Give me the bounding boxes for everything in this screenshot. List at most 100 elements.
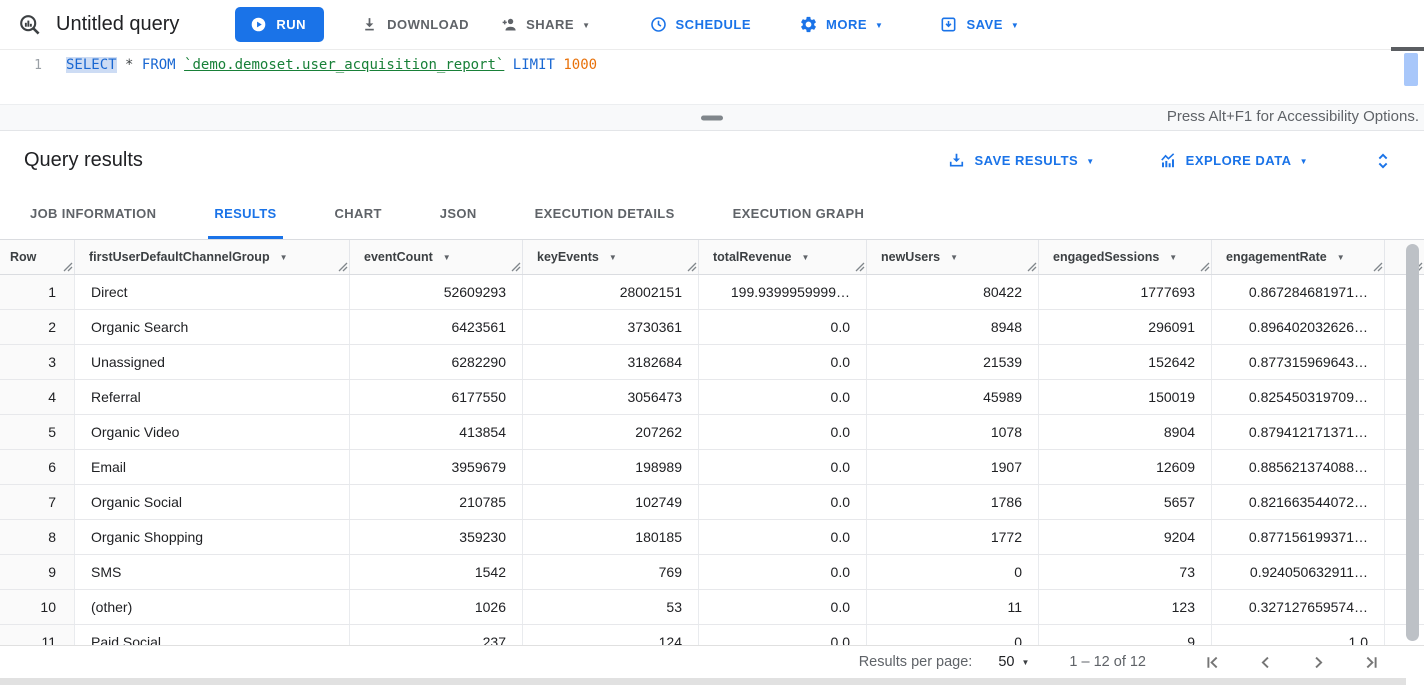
editor-scrollbar-thumb[interactable] bbox=[1404, 53, 1418, 86]
results-table: Row firstUserDefaultChannelGroup ▼ event… bbox=[0, 240, 1424, 645]
cell-firstUserDefaultChannelGroup: SMS bbox=[75, 555, 350, 589]
cell-engagementRate: 1.0 bbox=[1212, 625, 1385, 645]
horizontal-scrollbar bbox=[0, 678, 1424, 685]
chevron-left-icon bbox=[1261, 656, 1269, 668]
tab-execution-graph[interactable]: EXECUTION GRAPH bbox=[732, 205, 865, 221]
cell-engagedSessions: 73 bbox=[1039, 555, 1212, 589]
column-menu-caret-icon[interactable]: ▼ bbox=[1336, 252, 1345, 262]
column-header-eventCount[interactable]: eventCount ▼ bbox=[350, 240, 523, 274]
cell-eventCount: 1026 bbox=[350, 590, 523, 624]
share-label: SHARE bbox=[526, 17, 575, 32]
run-button[interactable]: RUN bbox=[235, 7, 325, 42]
more-button[interactable]: MORE ▼ bbox=[789, 7, 893, 42]
cell-firstUserDefaultChannelGroup: Organic Social bbox=[75, 485, 350, 519]
table-scrollbar-thumb[interactable] bbox=[1406, 244, 1419, 641]
column-header-engagementRate[interactable]: engagementRate ▼ bbox=[1212, 240, 1385, 274]
cell-firstUserDefaultChannelGroup: Unassigned bbox=[75, 345, 350, 379]
query-results-header: Query results SAVE RESULTS ▼ EXP bbox=[0, 131, 1424, 190]
cell-newUsers: 80422 bbox=[867, 275, 1039, 309]
schedule-button[interactable]: SCHEDULE bbox=[639, 7, 762, 42]
cell-totalRevenue: 0.0 bbox=[699, 415, 867, 449]
person-add-icon bbox=[502, 18, 516, 31]
cell-engagementRate: 0.877315969643… bbox=[1212, 345, 1385, 379]
column-header-keyEvents[interactable]: keyEvents ▼ bbox=[523, 240, 699, 274]
column-header-engagedSessions[interactable]: engagedSessions ▼ bbox=[1039, 240, 1212, 274]
column-resize-grip-icon[interactable] bbox=[1200, 262, 1210, 272]
column-header-firstUserDefaultChannelGroup[interactable]: firstUserDefaultChannelGroup ▼ bbox=[75, 240, 350, 274]
next-page-button[interactable] bbox=[1306, 650, 1331, 675]
cell-row-number: 8 bbox=[0, 520, 75, 554]
cell-engagedSessions: 8904 bbox=[1039, 415, 1212, 449]
sql-table-reference[interactable]: `demo.demoset.user_acquisition_report` bbox=[184, 57, 505, 73]
column-resize-grip-icon[interactable] bbox=[1027, 262, 1037, 272]
previous-page-button[interactable] bbox=[1253, 650, 1278, 675]
chevron-down-icon: ▼ bbox=[1010, 20, 1020, 30]
column-header-totalRevenue[interactable]: totalRevenue ▼ bbox=[699, 240, 867, 274]
cell-engagedSessions: 9204 bbox=[1039, 520, 1212, 554]
horizontal-scrollbar-thumb[interactable] bbox=[0, 678, 1406, 685]
column-header-newUsers[interactable]: newUsers ▼ bbox=[867, 240, 1039, 274]
column-resize-grip-icon[interactable] bbox=[63, 262, 73, 272]
column-label: firstUserDefaultChannelGroup bbox=[89, 250, 270, 264]
explore-data-button[interactable]: EXPLORE DATA ▼ bbox=[1149, 143, 1318, 178]
unfold-more-icon bbox=[1378, 152, 1388, 169]
column-resize-grip-icon[interactable] bbox=[687, 262, 697, 272]
results-title: Query results bbox=[24, 149, 143, 171]
tab-results[interactable]: RESULTS bbox=[208, 190, 283, 239]
save-label: SAVE bbox=[966, 17, 1003, 32]
cell-totalRevenue: 0.0 bbox=[699, 555, 867, 589]
column-header-Row[interactable]: Row bbox=[0, 240, 75, 274]
save-results-download-icon bbox=[950, 153, 964, 167]
save-results-button[interactable]: SAVE RESULTS ▼ bbox=[937, 143, 1104, 178]
page-size-value: 50 bbox=[998, 654, 1015, 670]
column-menu-caret-icon[interactable]: ▼ bbox=[950, 252, 958, 262]
cell-firstUserDefaultChannelGroup: Organic Video bbox=[75, 415, 350, 449]
cell-row-number: 1 bbox=[0, 275, 75, 309]
download-button[interactable]: DOWNLOAD bbox=[350, 7, 479, 42]
save-button[interactable]: SAVE ▼ bbox=[929, 7, 1029, 42]
column-resize-grip-icon[interactable] bbox=[511, 262, 521, 272]
column-resize-grip-icon[interactable] bbox=[338, 262, 348, 272]
column-label: Row bbox=[10, 250, 37, 264]
column-resize-grip-icon[interactable] bbox=[855, 262, 865, 272]
tab-json[interactable]: JSON bbox=[439, 205, 477, 221]
line-number: 1 bbox=[34, 58, 42, 73]
tab-job-information[interactable]: JOB INFORMATION bbox=[30, 205, 157, 221]
save-icon bbox=[941, 17, 956, 32]
column-resize-grip-icon[interactable] bbox=[1373, 262, 1383, 272]
sql-editor[interactable]: 1 SELECT * FROM `demo.demoset.user_acqui… bbox=[0, 47, 1424, 104]
table-body: 1 Direct 52609293 28002151 199.9399959999… 80… bbox=[0, 275, 1424, 645]
cell-totalRevenue: 0.0 bbox=[699, 625, 867, 645]
chevron-down-icon: ▼ bbox=[1021, 658, 1030, 667]
column-label: eventCount bbox=[364, 250, 433, 264]
editor-scrollbar-corner bbox=[1391, 47, 1424, 51]
cell-engagedSessions: 9 bbox=[1039, 625, 1212, 645]
sql-keyword-limit: LIMIT bbox=[512, 57, 555, 73]
last-page-button[interactable] bbox=[1359, 650, 1384, 675]
cell-newUsers: 1772 bbox=[867, 520, 1039, 554]
cell-engagementRate: 0.327127659574… bbox=[1212, 590, 1385, 624]
cell-firstUserDefaultChannelGroup: Email bbox=[75, 450, 350, 484]
cell-keyEvents: 769 bbox=[523, 555, 699, 589]
results-per-page-label: Results per page: bbox=[858, 654, 973, 670]
cell-eventCount: 6282290 bbox=[350, 345, 523, 379]
column-menu-caret-icon[interactable]: ▼ bbox=[442, 252, 451, 262]
share-button[interactable]: SHARE ▼ bbox=[489, 7, 600, 42]
cell-row-number: 5 bbox=[0, 415, 75, 449]
splitter-drag-handle-icon[interactable] bbox=[701, 115, 723, 120]
run-label: RUN bbox=[276, 17, 307, 32]
column-menu-caret-icon[interactable]: ▼ bbox=[608, 252, 617, 262]
page-size-select[interactable]: 50 ▼ bbox=[998, 654, 1029, 670]
column-menu-caret-icon[interactable]: ▼ bbox=[279, 252, 288, 262]
table-row: 10 (other) 1026 53 0.0 11 123 0.327127659574… bbox=[0, 590, 1424, 625]
tab-execution-details[interactable]: EXECUTION DETAILS bbox=[534, 205, 675, 221]
tab-chart[interactable]: CHART bbox=[334, 205, 382, 221]
cell-newUsers: 45989 bbox=[867, 380, 1039, 414]
column-menu-caret-icon[interactable]: ▼ bbox=[1169, 252, 1178, 262]
column-menu-caret-icon[interactable]: ▼ bbox=[801, 252, 810, 262]
table-row: 3 Unassigned 6282290 3182684 0.0 21539 152642 0… bbox=[0, 345, 1424, 380]
expand-results-button[interactable] bbox=[1372, 150, 1394, 172]
cell-firstUserDefaultChannelGroup: Paid Social bbox=[75, 625, 350, 645]
play-icon bbox=[252, 17, 266, 32]
first-page-button[interactable] bbox=[1200, 650, 1225, 675]
